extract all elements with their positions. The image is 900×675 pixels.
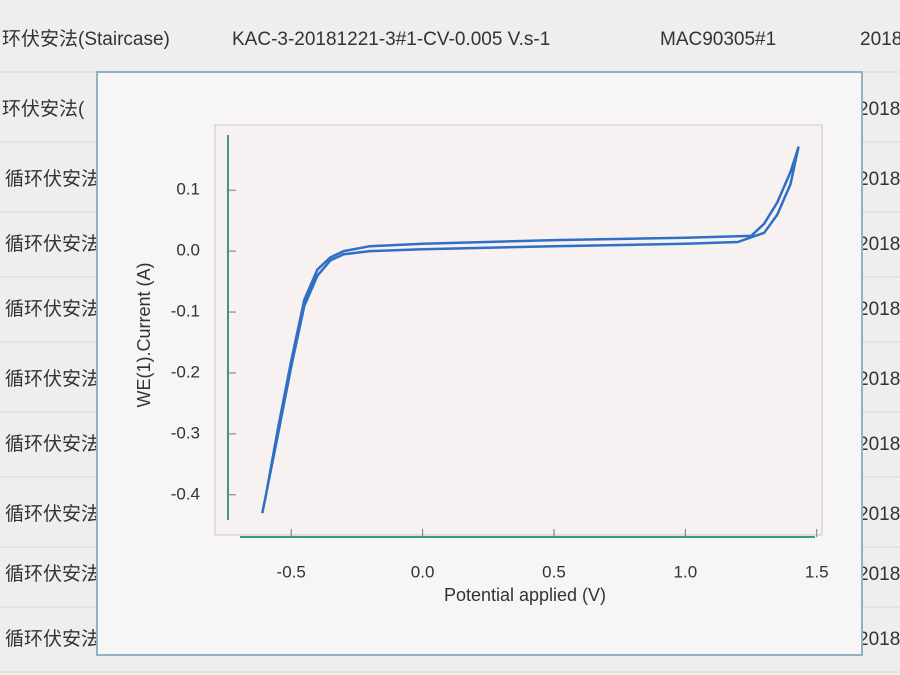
cell: 循环伏安法( [5,368,107,390]
cell: 循环伏安法( [5,628,107,650]
x-axis-label: Potential applied (V) [444,585,606,605]
y-tick-label: -0.1 [171,302,200,321]
cell: 2018/ [858,369,900,390]
cv-curve [261,146,800,514]
y-tick-label: 0.1 [176,180,200,199]
cell: 2018 [860,29,900,50]
cell: 环伏安法( [2,98,85,120]
chart: 0.1 0.0 -0.1 -0.2 -0.3 -0.4 -0.5 0.0 0.5 1.0 1.5 Po… [134,135,829,605]
y-tick-label: -0.4 [171,484,200,503]
cell: 2018/ [858,629,900,650]
cell: MAC90305#1 [660,29,776,50]
x-tick-label: 1.0 [674,562,698,581]
x-tick-label: 0.5 [542,562,566,581]
cell: 循环伏安法( [5,433,107,455]
cell: 2018 [858,169,900,190]
cell: 2018/ [858,564,900,585]
cell: 环伏安法(Staircase) [2,28,170,50]
plot-area [214,124,823,536]
y-tick-label: -0.2 [171,362,200,381]
y-axis-label: WE(1).Current (A) [134,262,154,407]
cell: KAC-3-20181221-3#1-CV-0.005 V.s-1 [232,29,550,50]
cell: 2018 [858,299,900,320]
cell: 2018 [858,99,900,120]
y-tick-label: 0.0 [176,241,200,260]
cell: 2018/ [858,504,900,525]
cell: 循环伏安法( [5,503,107,525]
x-tick-label: 1.5 [805,562,829,581]
cell: 循环伏安法( [5,233,107,255]
cell: 2018 [858,234,900,255]
x-tick-label: -0.5 [277,562,306,581]
y-tick-label: -0.3 [171,423,200,442]
x-tick-label: 0.0 [411,562,435,581]
cell: 循环伏安法( [5,298,107,320]
cell: 2018/ [858,434,900,455]
cell: 循环伏安法( [5,563,107,585]
cell: 循环伏安法( [5,168,107,190]
